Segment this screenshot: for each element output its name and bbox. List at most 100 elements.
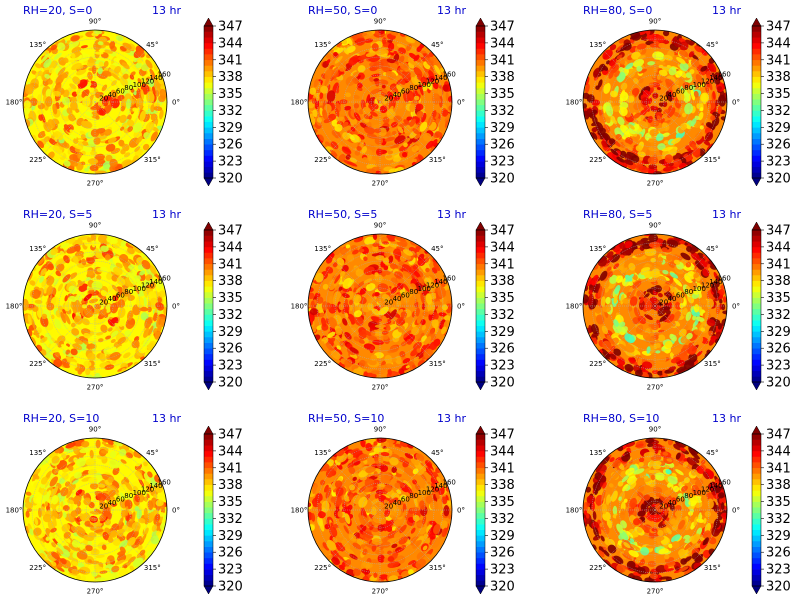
angle-tick-label: 45° — [146, 41, 158, 49]
contour-cell — [82, 95, 91, 107]
contour-cell — [633, 78, 639, 84]
angle-tick-label: 225° — [589, 156, 606, 164]
contour-cell — [390, 143, 400, 149]
contour-cell — [110, 89, 118, 100]
contour-cell — [368, 31, 373, 37]
angle-tick-label: 270° — [87, 180, 104, 188]
contour-cell — [385, 154, 393, 159]
grid-spoke — [94, 101, 147, 154]
contour-cell — [316, 117, 322, 123]
contour-cell — [37, 108, 44, 116]
angle-tick-label: 180° — [6, 507, 23, 515]
grid-spoke — [43, 50, 96, 103]
contour-cell — [629, 124, 635, 130]
radial-tick-label: 160 — [158, 478, 171, 486]
grid-spoke — [328, 101, 381, 154]
contour-cell — [636, 43, 647, 50]
radial-tick-label: 140 — [434, 74, 447, 82]
radial-tick-label: 100 — [133, 81, 146, 89]
contour-cell — [690, 117, 697, 127]
contour-cell — [625, 62, 634, 70]
contour-cell — [432, 82, 439, 90]
contour-cell — [45, 96, 53, 107]
contour-cell — [159, 109, 164, 120]
contour-cell — [651, 70, 657, 79]
contour-cell — [112, 128, 118, 133]
contour-cell — [81, 140, 89, 146]
radial-tick-label: 100 — [418, 81, 431, 89]
contour-cell — [119, 77, 129, 87]
contour-cell — [135, 135, 143, 144]
contour-cell — [334, 55, 343, 64]
contour-cell — [418, 52, 424, 58]
contour-cell — [48, 67, 55, 74]
angle-tick-label: 180° — [6, 303, 23, 311]
contour-cell — [345, 154, 351, 160]
angle-tick-label: 315° — [429, 156, 446, 164]
angle-tick-label: 315° — [144, 156, 161, 164]
angle-tick-label: 0° — [457, 303, 465, 311]
angle-tick-label: 315° — [429, 360, 446, 368]
contour-cell — [647, 138, 658, 144]
contour-cell — [624, 153, 634, 161]
contour-cell — [382, 98, 388, 105]
contour-cell — [61, 71, 69, 79]
contour-cell — [415, 103, 424, 111]
angle-tick-label: 180° — [291, 303, 308, 311]
contour-cell — [620, 89, 626, 99]
angle-tick-label: 225° — [314, 360, 331, 368]
angle-tick-label: 0° — [732, 99, 740, 107]
contour-cell — [718, 94, 727, 107]
contour-cell — [97, 41, 104, 46]
contour-cell — [361, 157, 369, 164]
polar-panel-1: 20 40 60 80 1001201401600°45°90°135°180°225°… — [6, 4, 182, 188]
contour-cell — [378, 30, 385, 35]
contour-cell — [625, 148, 635, 154]
contour-cell — [707, 103, 711, 110]
contour-cell — [374, 170, 382, 174]
contour-cell — [139, 110, 146, 122]
contour-cell — [623, 142, 633, 149]
contour-cell — [609, 44, 617, 51]
contour-cell — [393, 156, 402, 163]
contour-cell — [374, 128, 382, 134]
contour-cell — [411, 77, 418, 85]
contour-cell — [24, 83, 34, 95]
contour-cell — [647, 61, 655, 66]
contour-cell — [409, 103, 416, 113]
contour-cell — [628, 103, 635, 114]
contour-cell — [369, 159, 376, 166]
contour-cell — [119, 114, 127, 124]
contour-cell — [382, 37, 387, 45]
contour-cell — [397, 126, 404, 134]
field-contours — [583, 30, 727, 174]
angle-tick-label: 180° — [291, 507, 308, 515]
contour-cell — [71, 46, 82, 54]
contour-cell — [667, 107, 676, 118]
contour-cell — [69, 129, 79, 137]
grid-spoke — [603, 101, 656, 154]
contour-cell — [373, 78, 380, 82]
contour-cell — [695, 74, 704, 85]
contour-cell — [78, 53, 90, 62]
angle-tick-label: 225° — [29, 360, 46, 368]
contour-cell — [355, 37, 366, 46]
contour-cell — [90, 129, 100, 138]
angle-tick-label: 0° — [172, 303, 180, 311]
contour-cell — [343, 47, 349, 55]
contour-cell — [647, 156, 659, 165]
contour-cell — [70, 101, 78, 111]
angle-tick-label: 270° — [372, 384, 389, 392]
contour-cell — [605, 105, 614, 117]
contour-cell — [398, 47, 406, 55]
angle-tick-label: 135° — [314, 449, 331, 457]
contour-cell — [699, 107, 704, 112]
contour-cell — [665, 78, 675, 88]
angle-tick-label: 90° — [374, 18, 386, 26]
angle-tick-label: 225° — [29, 564, 46, 572]
angle-tick-label: 0° — [172, 99, 180, 107]
contour-cell — [658, 42, 667, 49]
contour-cell — [127, 125, 134, 133]
polar-panel-4: 20 40 60 80 1001201401600°45°90°135°180°225°… — [6, 208, 182, 392]
contour-cell — [136, 45, 142, 52]
